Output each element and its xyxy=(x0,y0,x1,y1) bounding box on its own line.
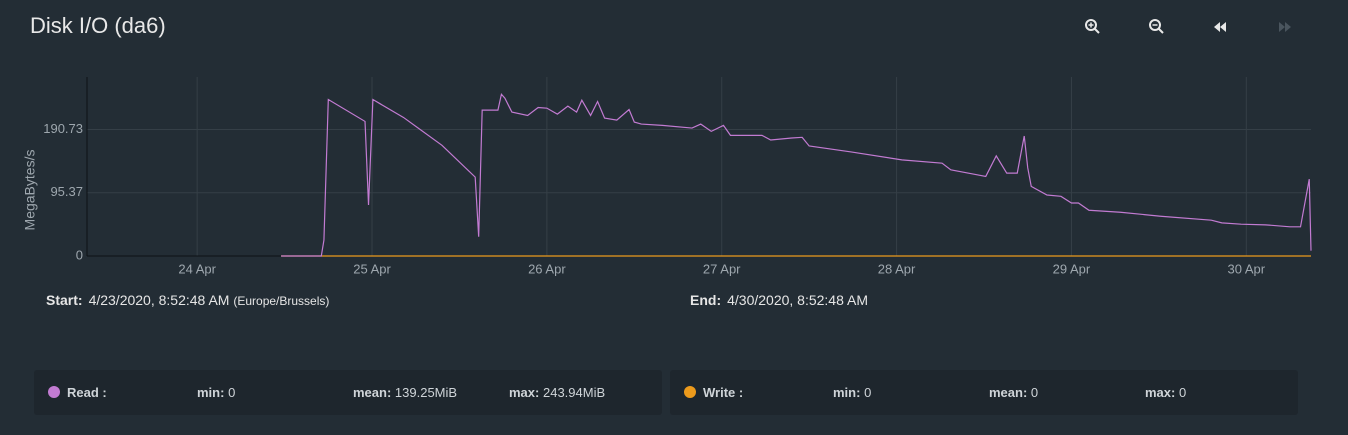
legend-write: Write : min: 0 mean: 0 max: 0 xyxy=(670,370,1298,415)
mean-value: 139.25MiB xyxy=(394,385,458,400)
max-value: 0 xyxy=(1178,385,1187,400)
max-label: max: xyxy=(509,385,540,400)
min-value: 0 xyxy=(228,385,236,400)
legend-read: Read : min: 0 mean: 139.25MiB max: 243.9… xyxy=(34,370,662,415)
x-tick-label: 29 Apr xyxy=(1053,261,1091,276)
timezone: (Europe/Brussels) xyxy=(233,294,330,308)
x-tick-label: 30 Apr xyxy=(1228,261,1266,276)
y-axis-label: MegaBytes/s xyxy=(22,150,38,231)
forward-button[interactable] xyxy=(1279,22,1291,32)
series-line xyxy=(281,92,1312,257)
x-tick-label: 26 Apr xyxy=(528,261,566,276)
x-tick-label: 28 Apr xyxy=(878,261,916,276)
legend-name: Write : xyxy=(703,385,744,400)
end-label: End: xyxy=(690,292,722,308)
end-value: 4/30/2020, 8:52:48 AM xyxy=(727,292,868,308)
start-label: Start: xyxy=(46,292,83,308)
min-label: min: xyxy=(197,385,225,400)
y-tick-label: 95.37 xyxy=(50,184,83,199)
min-label: min: xyxy=(833,385,861,400)
y-tick-label: 0 xyxy=(76,247,83,262)
widget-title: Disk I/O (da6) xyxy=(30,13,166,38)
legend-name: Read : xyxy=(67,385,107,400)
x-tick-label: 24 Apr xyxy=(178,261,216,276)
end-range: End: 4/30/2020, 8:52:48 AM xyxy=(690,292,868,308)
min-value: 0 xyxy=(864,385,872,400)
mean-label: mean: xyxy=(989,385,1028,400)
back-button[interactable] xyxy=(1214,22,1226,32)
max-value: 243.94MiB xyxy=(542,385,606,400)
legend-swatch xyxy=(48,386,60,398)
y-tick-label: 190.73 xyxy=(43,121,83,136)
start-value: 4/23/2020, 8:52:48 AM xyxy=(88,292,230,308)
max-label: max: xyxy=(1145,385,1176,400)
toolbar xyxy=(1085,19,1291,34)
zoom-out-button[interactable] xyxy=(1149,19,1164,34)
start-range: Start: 4/23/2020, 8:52:48 AM (Europe/Brus… xyxy=(46,292,329,308)
mean-value: 0 xyxy=(1030,385,1039,400)
legend-swatch xyxy=(684,386,696,398)
mean-label: mean: xyxy=(353,385,392,400)
x-tick-label: 27 Apr xyxy=(703,261,741,276)
x-tick-label: 25 Apr xyxy=(353,261,391,276)
zoom-in-button[interactable] xyxy=(1085,19,1100,34)
